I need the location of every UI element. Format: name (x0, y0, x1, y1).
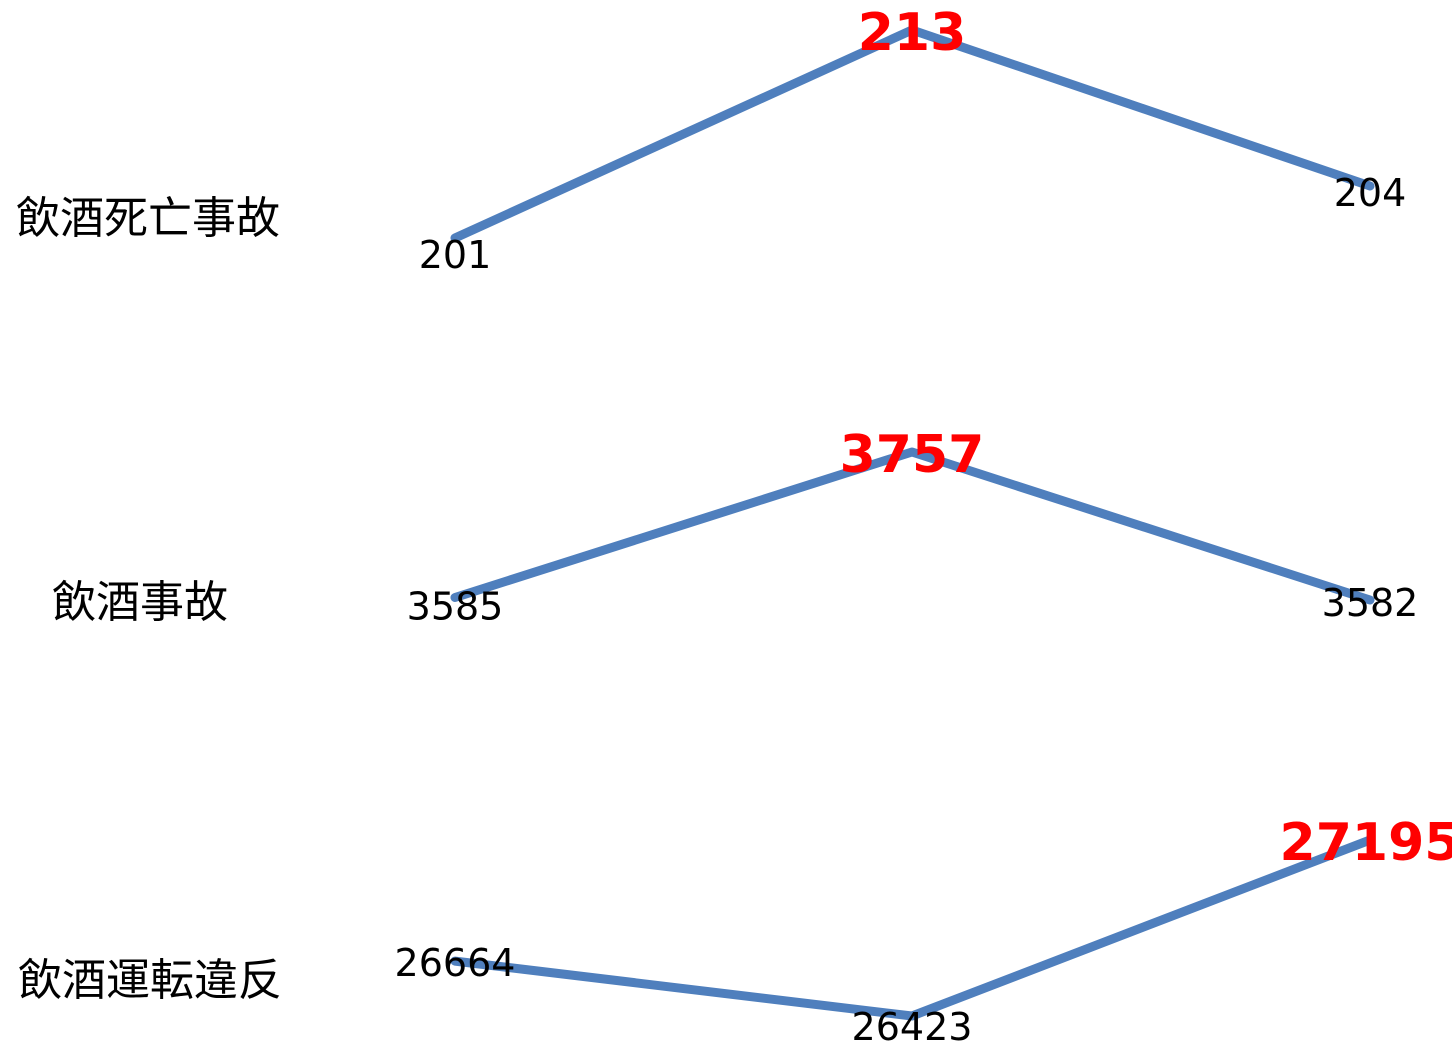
value-label-2-1: 26423 (852, 1005, 973, 1046)
value-label-1-2: 3582 (1322, 581, 1419, 625)
row-label-drunk-driving-violations: 飲酒運転違反 (18, 955, 282, 1006)
max-value-label-2-2: 27195 (1280, 813, 1452, 873)
series-line-2 (450, 835, 1375, 1021)
value-label-0-2: 204 (1334, 171, 1407, 215)
value-label-2-0: 26664 (395, 941, 516, 985)
series-line-1 (450, 447, 1375, 605)
series-line-0 (450, 25, 1375, 243)
value-label-0-0: 201 (419, 233, 492, 277)
value-label-1-0: 3585 (407, 584, 504, 628)
row-label-drunk-accidents: 飲酒事故 (52, 577, 228, 628)
row-label-drunk-fatal-accidents: 飲酒死亡事故 (16, 193, 280, 244)
max-value-label-1-1: 3757 (840, 425, 985, 485)
max-value-label-0-1: 213 (858, 3, 967, 63)
